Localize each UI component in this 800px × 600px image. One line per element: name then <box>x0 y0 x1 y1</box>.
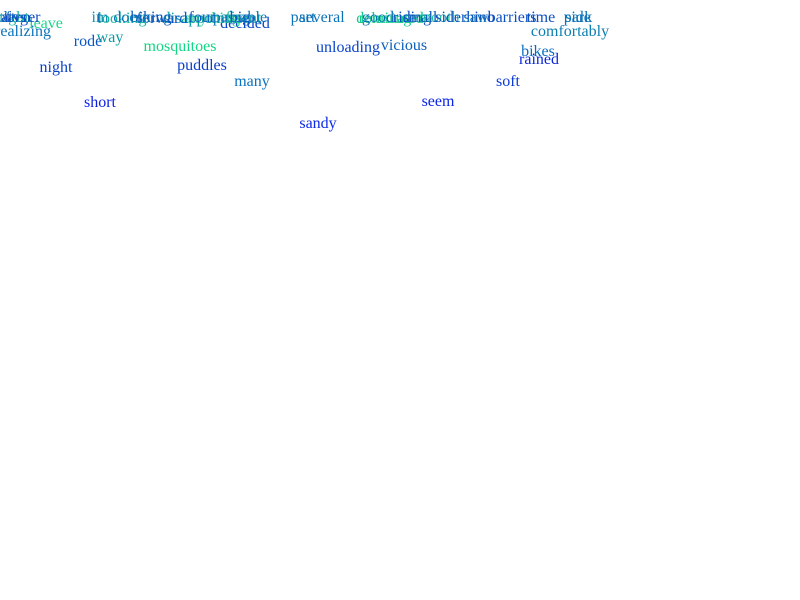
word-mosquitoes: mosquitoes <box>143 38 217 55</box>
word-sandy: sandy <box>299 115 337 132</box>
word-side: side <box>565 9 591 26</box>
word-realizing: realizing <box>0 23 51 40</box>
word-big: big <box>229 9 251 26</box>
word-tight: tight <box>0 9 29 26</box>
word-way: way <box>96 29 124 46</box>
word-doesn: doesn <box>113 9 151 26</box>
word-rained: rained <box>519 51 559 68</box>
word-disappointment: disappointment <box>162 10 262 27</box>
word-short: short <box>84 94 116 111</box>
word-small: small <box>402 9 438 26</box>
word-unloading: unloading <box>316 39 380 56</box>
word-riding: riding <box>392 9 432 26</box>
word-forward: forward <box>136 10 188 27</box>
word-saw: saw <box>463 9 489 26</box>
word-many: many <box>234 73 270 90</box>
word-time: time <box>526 9 556 26</box>
word-dominated: dominated <box>356 10 424 27</box>
word-bikes: bikes <box>521 43 555 60</box>
word-part: part <box>290 9 316 26</box>
word-decided: decided <box>220 15 270 32</box>
word-relaxing: relaxing <box>358 10 412 27</box>
word-biking: biking <box>130 9 172 26</box>
word-smooth: smooth <box>412 9 460 26</box>
word-passable: passable <box>212 9 268 26</box>
word-siderhino: siderhino <box>435 9 495 26</box>
word-anything: anything <box>184 10 240 27</box>
word-soft: soft <box>496 73 520 90</box>
word-five: five <box>225 9 251 26</box>
word-comfortably: comfortably <box>530 23 610 40</box>
word-good: good <box>362 9 394 26</box>
word-puddles: puddles <box>177 57 227 74</box>
word-looking: looking <box>97 10 147 27</box>
word-four: four <box>188 9 216 26</box>
word-barriers: barriers <box>487 9 537 26</box>
word-atvs: atvs <box>1 9 27 26</box>
word-leave: leave <box>29 15 63 32</box>
word-often: often <box>0 9 31 26</box>
word-vicious: vicious <box>380 37 428 54</box>
word-night: night <box>39 59 73 76</box>
word-seem: seem <box>421 93 455 110</box>
word-larger: larger <box>3 9 41 26</box>
word-park: park <box>563 9 593 26</box>
word-im: im <box>91 9 109 26</box>
word-t: t <box>96 9 102 26</box>
word-rode: rode <box>73 33 103 50</box>
word-several: several <box>299 9 345 26</box>
